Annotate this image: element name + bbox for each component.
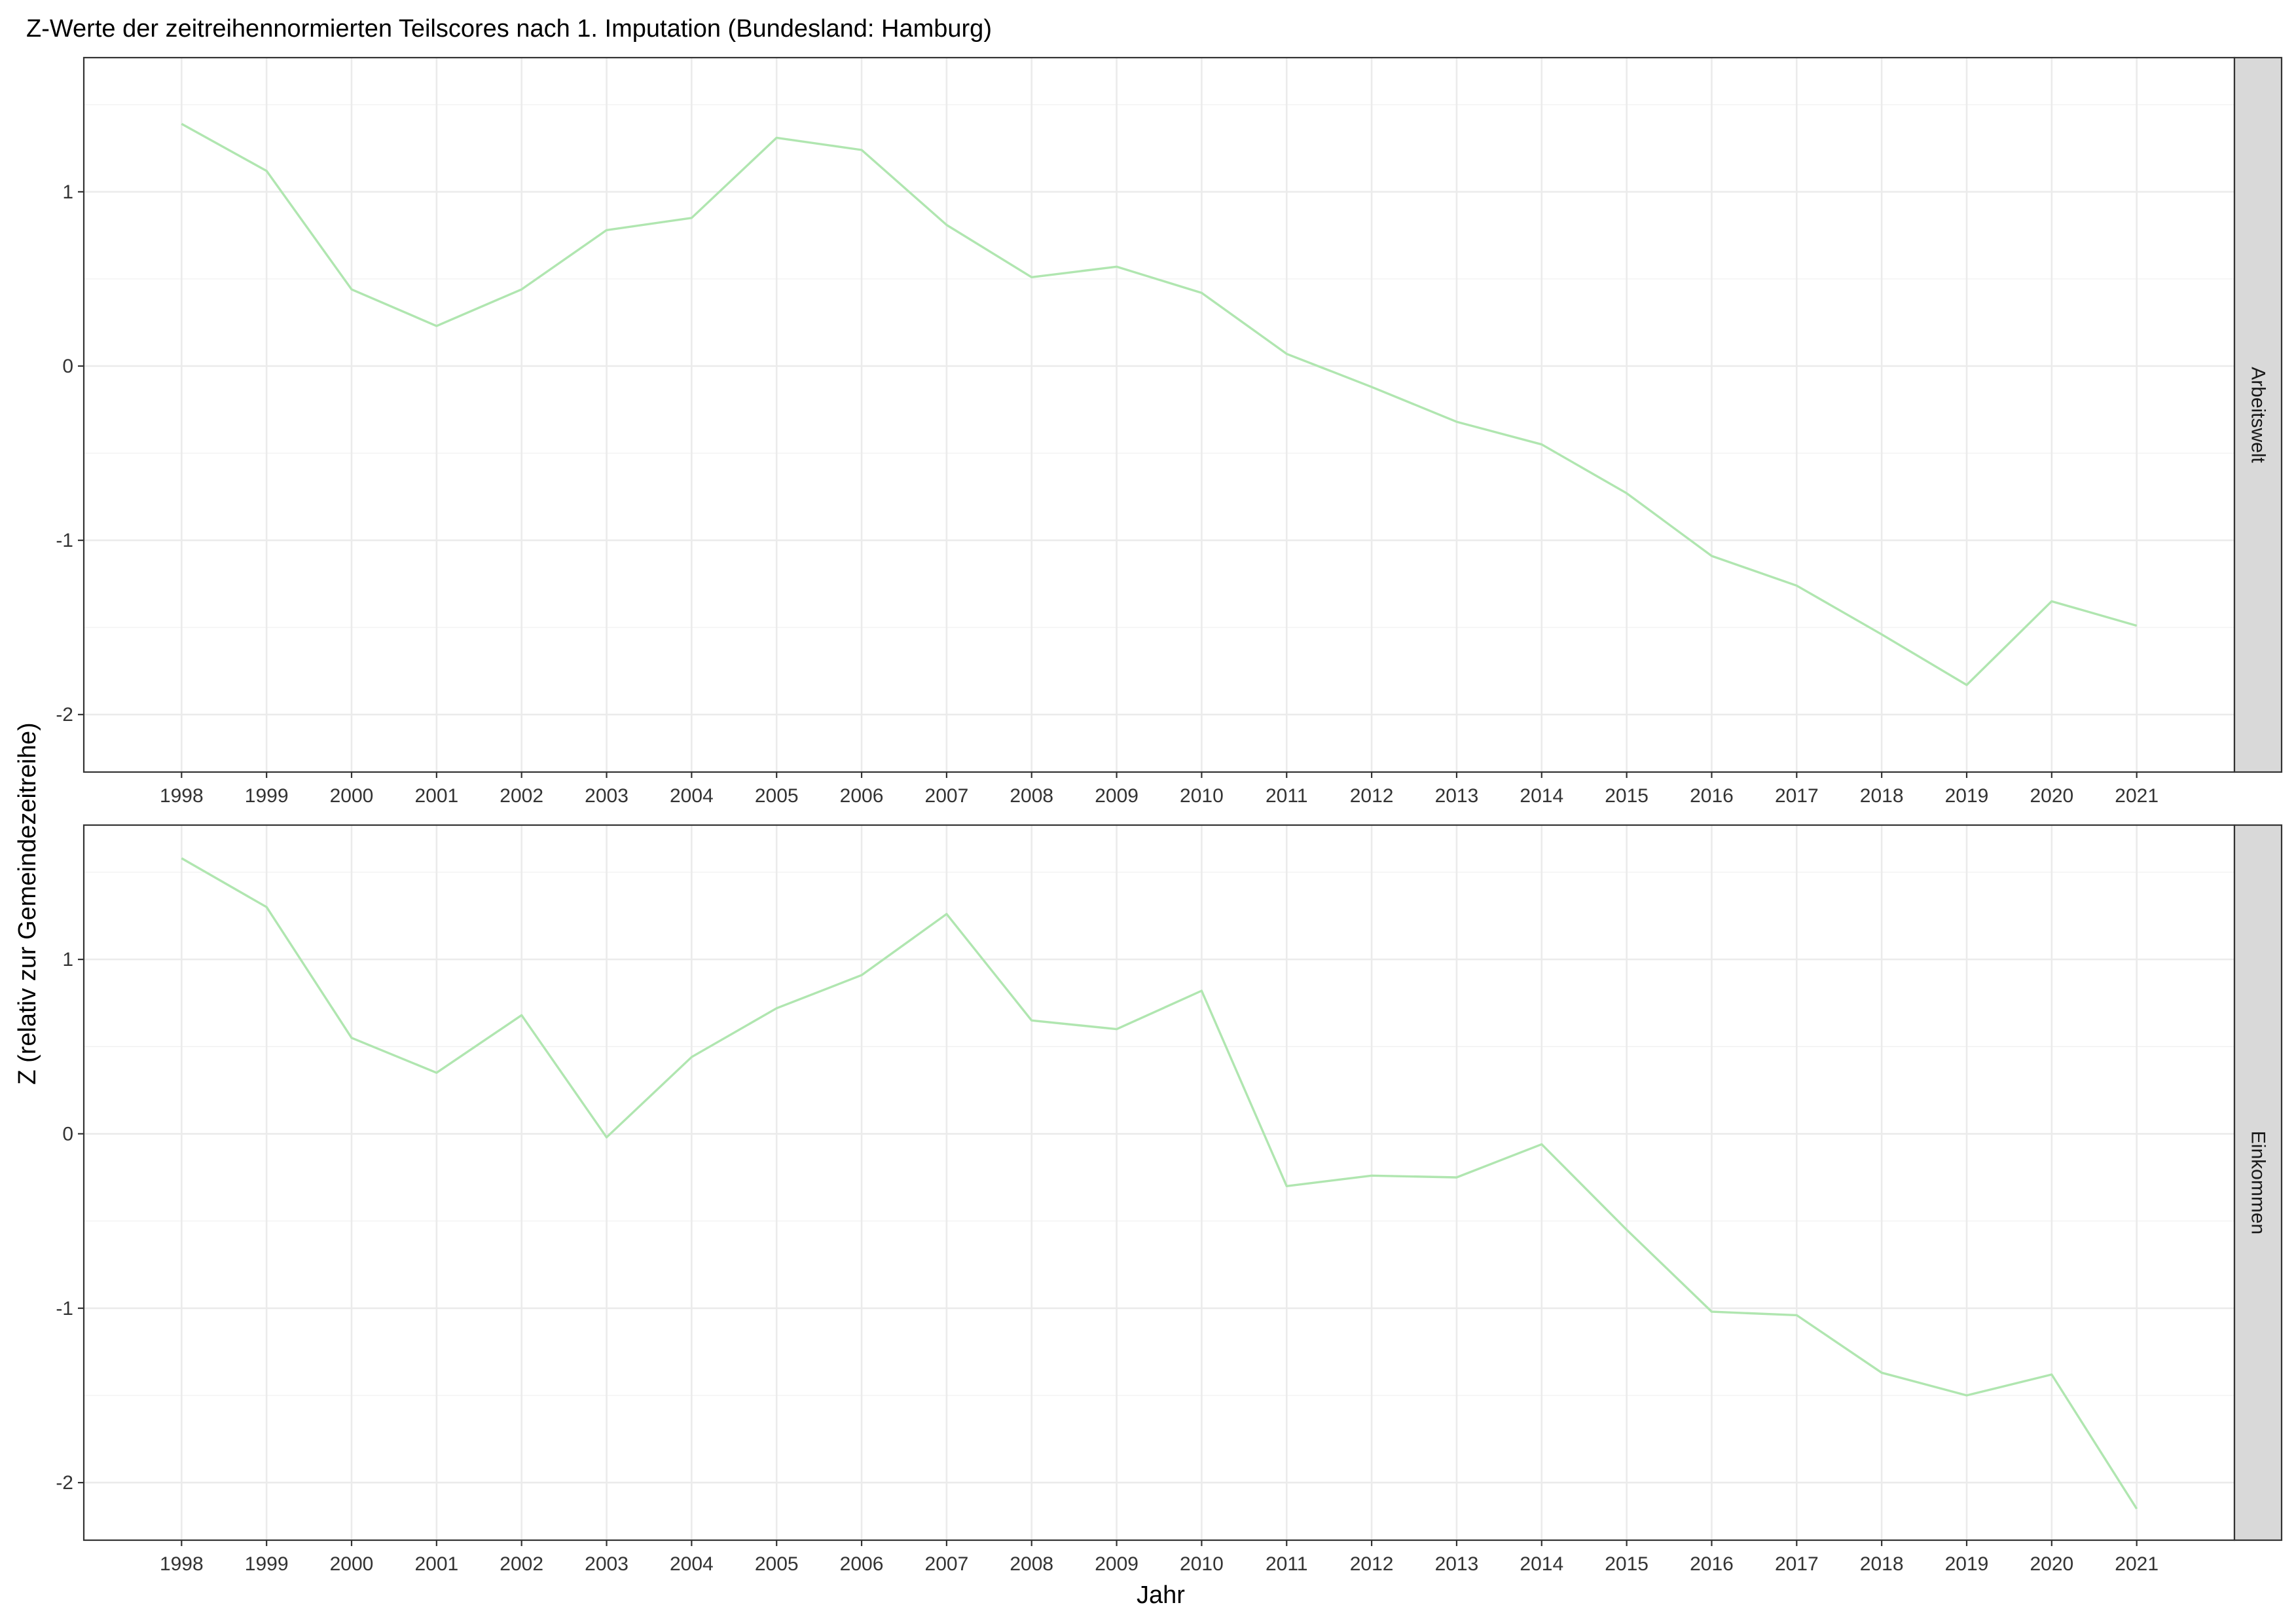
x-tick-label: 2008 [1010,1553,1053,1575]
facet-strip-label: Arbeitswelt [2248,367,2269,463]
x-tick-label: 2001 [414,785,458,807]
x-tick-label: 2004 [670,785,714,807]
y-tick-label: -2 [56,1472,73,1494]
x-tick-label: 2015 [1605,1553,1649,1575]
x-tick-label: 2007 [925,785,969,807]
x-tick-label: 2017 [1775,785,1819,807]
x-tick-label: 1998 [160,1553,204,1575]
x-tick-label: 2002 [500,785,543,807]
facet-strip [2233,824,2283,1541]
y-tick-label: 1 [62,949,73,970]
y-tick-label: 0 [62,356,73,377]
x-tick-label: 2004 [670,1553,714,1575]
x-tick-label: 2016 [1690,1553,1734,1575]
facet-panel-2: Einkommen -2 -1 0 1 1998 1999 2000 2001 2002 2003 2… [56,824,2283,1575]
y-axis-title: Z (relativ zur Gemeindezeitreihe) [14,722,41,1084]
series-line-einkommen [181,857,2138,1510]
y-tick-label: 0 [62,1123,73,1145]
facet-strip-label: Einkommen [2248,1131,2269,1234]
x-tick-label: 2007 [925,1553,969,1575]
x-tick-label: 2020 [2030,1553,2073,1575]
x-tick-label: 1998 [160,785,204,807]
panel-background [84,58,2234,772]
x-tick-label: 2006 [840,1553,884,1575]
x-axis-title: Jahr [1137,1581,1185,1609]
x-tick-label: 2010 [1180,785,1224,807]
panel-background [84,825,2234,1540]
x-tick-label: 2018 [1860,1553,1904,1575]
x-tick-label: 2020 [2030,785,2073,807]
x-tick-label: 2017 [1775,1553,1819,1575]
x-tick-label: 2018 [1860,785,1904,807]
facet-panels: Arbeitswelt -2 -1 0 1 1998 1999 2000 2001 2002 200… [56,56,2283,1575]
series-line-arbeitswelt [181,122,2138,686]
x-tick-label: 2019 [1945,1553,1989,1575]
x-tick-label: 2012 [1350,1553,1394,1575]
x-tick-label: 2015 [1605,785,1649,807]
x-tick-label: 2003 [585,785,629,807]
facet-strip [2233,56,2283,773]
x-tick-label: 2021 [2115,1553,2159,1575]
x-tick-label: 2021 [2115,785,2159,807]
y-tick-label: 1 [62,181,73,203]
x-tick-label: 2002 [500,1553,543,1575]
x-tick-label: 2014 [1520,1553,1563,1575]
x-tick-label: 1999 [245,1553,289,1575]
x-tick-label: 2013 [1435,1553,1479,1575]
x-tick-label: 2005 [755,1553,799,1575]
x-tick-label: 2013 [1435,785,1479,807]
y-tick-label: -1 [56,1298,73,1320]
x-tick-label: 2003 [585,1553,629,1575]
facet-panel-1: Arbeitswelt -2 -1 0 1 1998 1999 2000 2001 2002 200… [56,56,2283,807]
x-tick-label: 2001 [414,1553,458,1575]
x-tick-label: 1999 [245,785,289,807]
x-tick-label: 2000 [330,1553,374,1575]
x-tick-label: 2011 [1266,1553,1308,1575]
x-tick-label: 2010 [1180,1553,1224,1575]
x-tick-label: 2009 [1095,785,1139,807]
x-tick-label: 2019 [1945,785,1989,807]
x-tick-label: 2009 [1095,1553,1139,1575]
x-tick-label: 2011 [1266,785,1308,807]
x-tick-label: 2012 [1350,785,1394,807]
x-tick-label: 2016 [1690,785,1734,807]
x-tick-label: 2008 [1010,785,1053,807]
x-tick-label: 2014 [1520,785,1563,807]
y-tick-label: -1 [56,530,73,551]
x-tick-label: 2005 [755,785,799,807]
y-tick-label: -2 [56,704,73,726]
x-tick-label: 2006 [840,785,884,807]
x-tick-label: 2000 [330,785,374,807]
chart-title: Z-Werte der zeitreihennormierten Teilsco… [26,15,992,43]
